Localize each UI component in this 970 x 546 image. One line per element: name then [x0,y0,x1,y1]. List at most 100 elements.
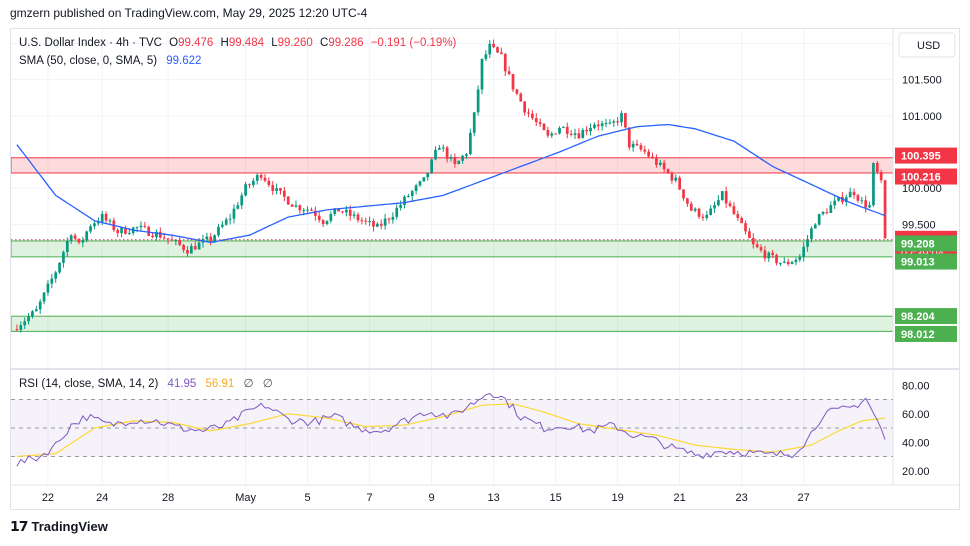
candle-body [321,220,325,224]
candle-body [833,200,837,206]
time-tick-label: 19 [612,492,624,504]
candle-body [507,71,511,75]
candle-body [860,200,864,202]
time-tick-label: 27 [798,492,810,504]
candle-body [744,223,747,232]
candle-body [379,223,383,226]
candle-body [290,204,294,207]
candle-body [310,209,313,211]
candle-body [42,292,46,302]
candle-body [407,195,410,197]
candle-body [155,231,158,238]
candle-body [674,177,678,181]
candle-body [73,235,77,239]
candle-body [410,190,414,196]
candle-body [360,220,364,222]
candle-body [116,230,120,234]
candle-body [96,221,100,224]
candle-body [139,225,143,228]
candle-body [236,205,240,209]
candle-body [562,126,565,128]
candle-body [108,220,112,222]
candle-body [135,227,139,229]
candle-body [197,242,201,250]
time-axis[interactable]: 22 24 28 May 5 7 9 13 15 19 21 23 27 [42,492,810,504]
symbol-label: U.S. Dollar Index · 4h · TVC [19,37,162,49]
candle-body [558,127,561,134]
time-tick-label: 28 [162,492,174,504]
candle-body [554,133,557,135]
open-value: 99.476 [178,37,213,49]
currency-button-bg[interactable] [898,32,956,58]
candle-body [829,205,833,213]
candle-body [717,200,720,206]
candle-body [251,180,255,185]
candle-body [519,93,523,102]
candle-body [232,208,236,219]
candle-body [593,124,596,128]
candle-body [748,231,751,239]
candle-body [488,43,492,55]
candle-body [790,262,794,264]
candle-body [15,329,19,331]
price-tag-bg [895,253,957,270]
candle-body [255,175,259,181]
candle-body [457,160,461,165]
time-tick-label: 15 [550,492,562,504]
price-tag-label: 100.216 [901,172,941,184]
candle-body [511,74,515,90]
candle-body [329,214,333,221]
time-tick-label: 7 [367,492,373,504]
candle-body [682,189,685,199]
candle-body [852,191,856,196]
candle-body [472,112,476,133]
candle-body [282,190,286,197]
candle-body [732,206,736,215]
candlestick-series [15,39,887,333]
price-tag-bg [895,325,957,342]
candle-body [767,252,771,259]
price-tick-label: 100.000 [902,183,942,195]
rsi-ma-legend-value: 56.91 [206,378,235,390]
candle-body [364,220,368,222]
candle-body [612,121,616,123]
candle-body [356,214,360,221]
candle-body [65,241,69,253]
rsi-tick-label: 20.00 [902,466,930,478]
candle-body [441,147,445,149]
candle-body [286,196,290,205]
candle-body [19,325,23,330]
candle-body [387,218,391,220]
price-tags: 100.395100.21699.28602:39:0499.20899.013… [895,147,957,342]
candle-body [352,214,356,216]
candle-body [500,52,503,55]
candle-body [678,177,682,190]
close-value: 99.286 [328,37,363,49]
candle-body [503,54,507,72]
candle-body [186,249,189,254]
candle-body [697,208,701,217]
rsi-axis[interactable]: 80.00 60.00 40.00 20.00 [902,380,930,478]
candle-body [38,301,42,310]
candle-body [449,157,453,159]
time-tick-label: 22 [42,492,54,504]
candle-body [492,43,495,48]
currency-button[interactable]: USD [917,40,940,52]
candle-body [46,283,50,293]
change-value: −0.191 (−0.19%) [371,37,457,49]
candle-body [573,133,577,135]
candle-body [872,163,875,206]
candle-body [484,54,488,59]
candle-body [786,261,790,264]
candle-body [604,122,608,124]
candle-body [802,246,806,257]
candle-body [205,236,209,240]
candle-body [577,133,581,139]
candle-body [77,238,81,243]
candle-body [89,226,92,232]
rsi-ma-line [16,403,886,458]
candle-body [302,210,306,212]
